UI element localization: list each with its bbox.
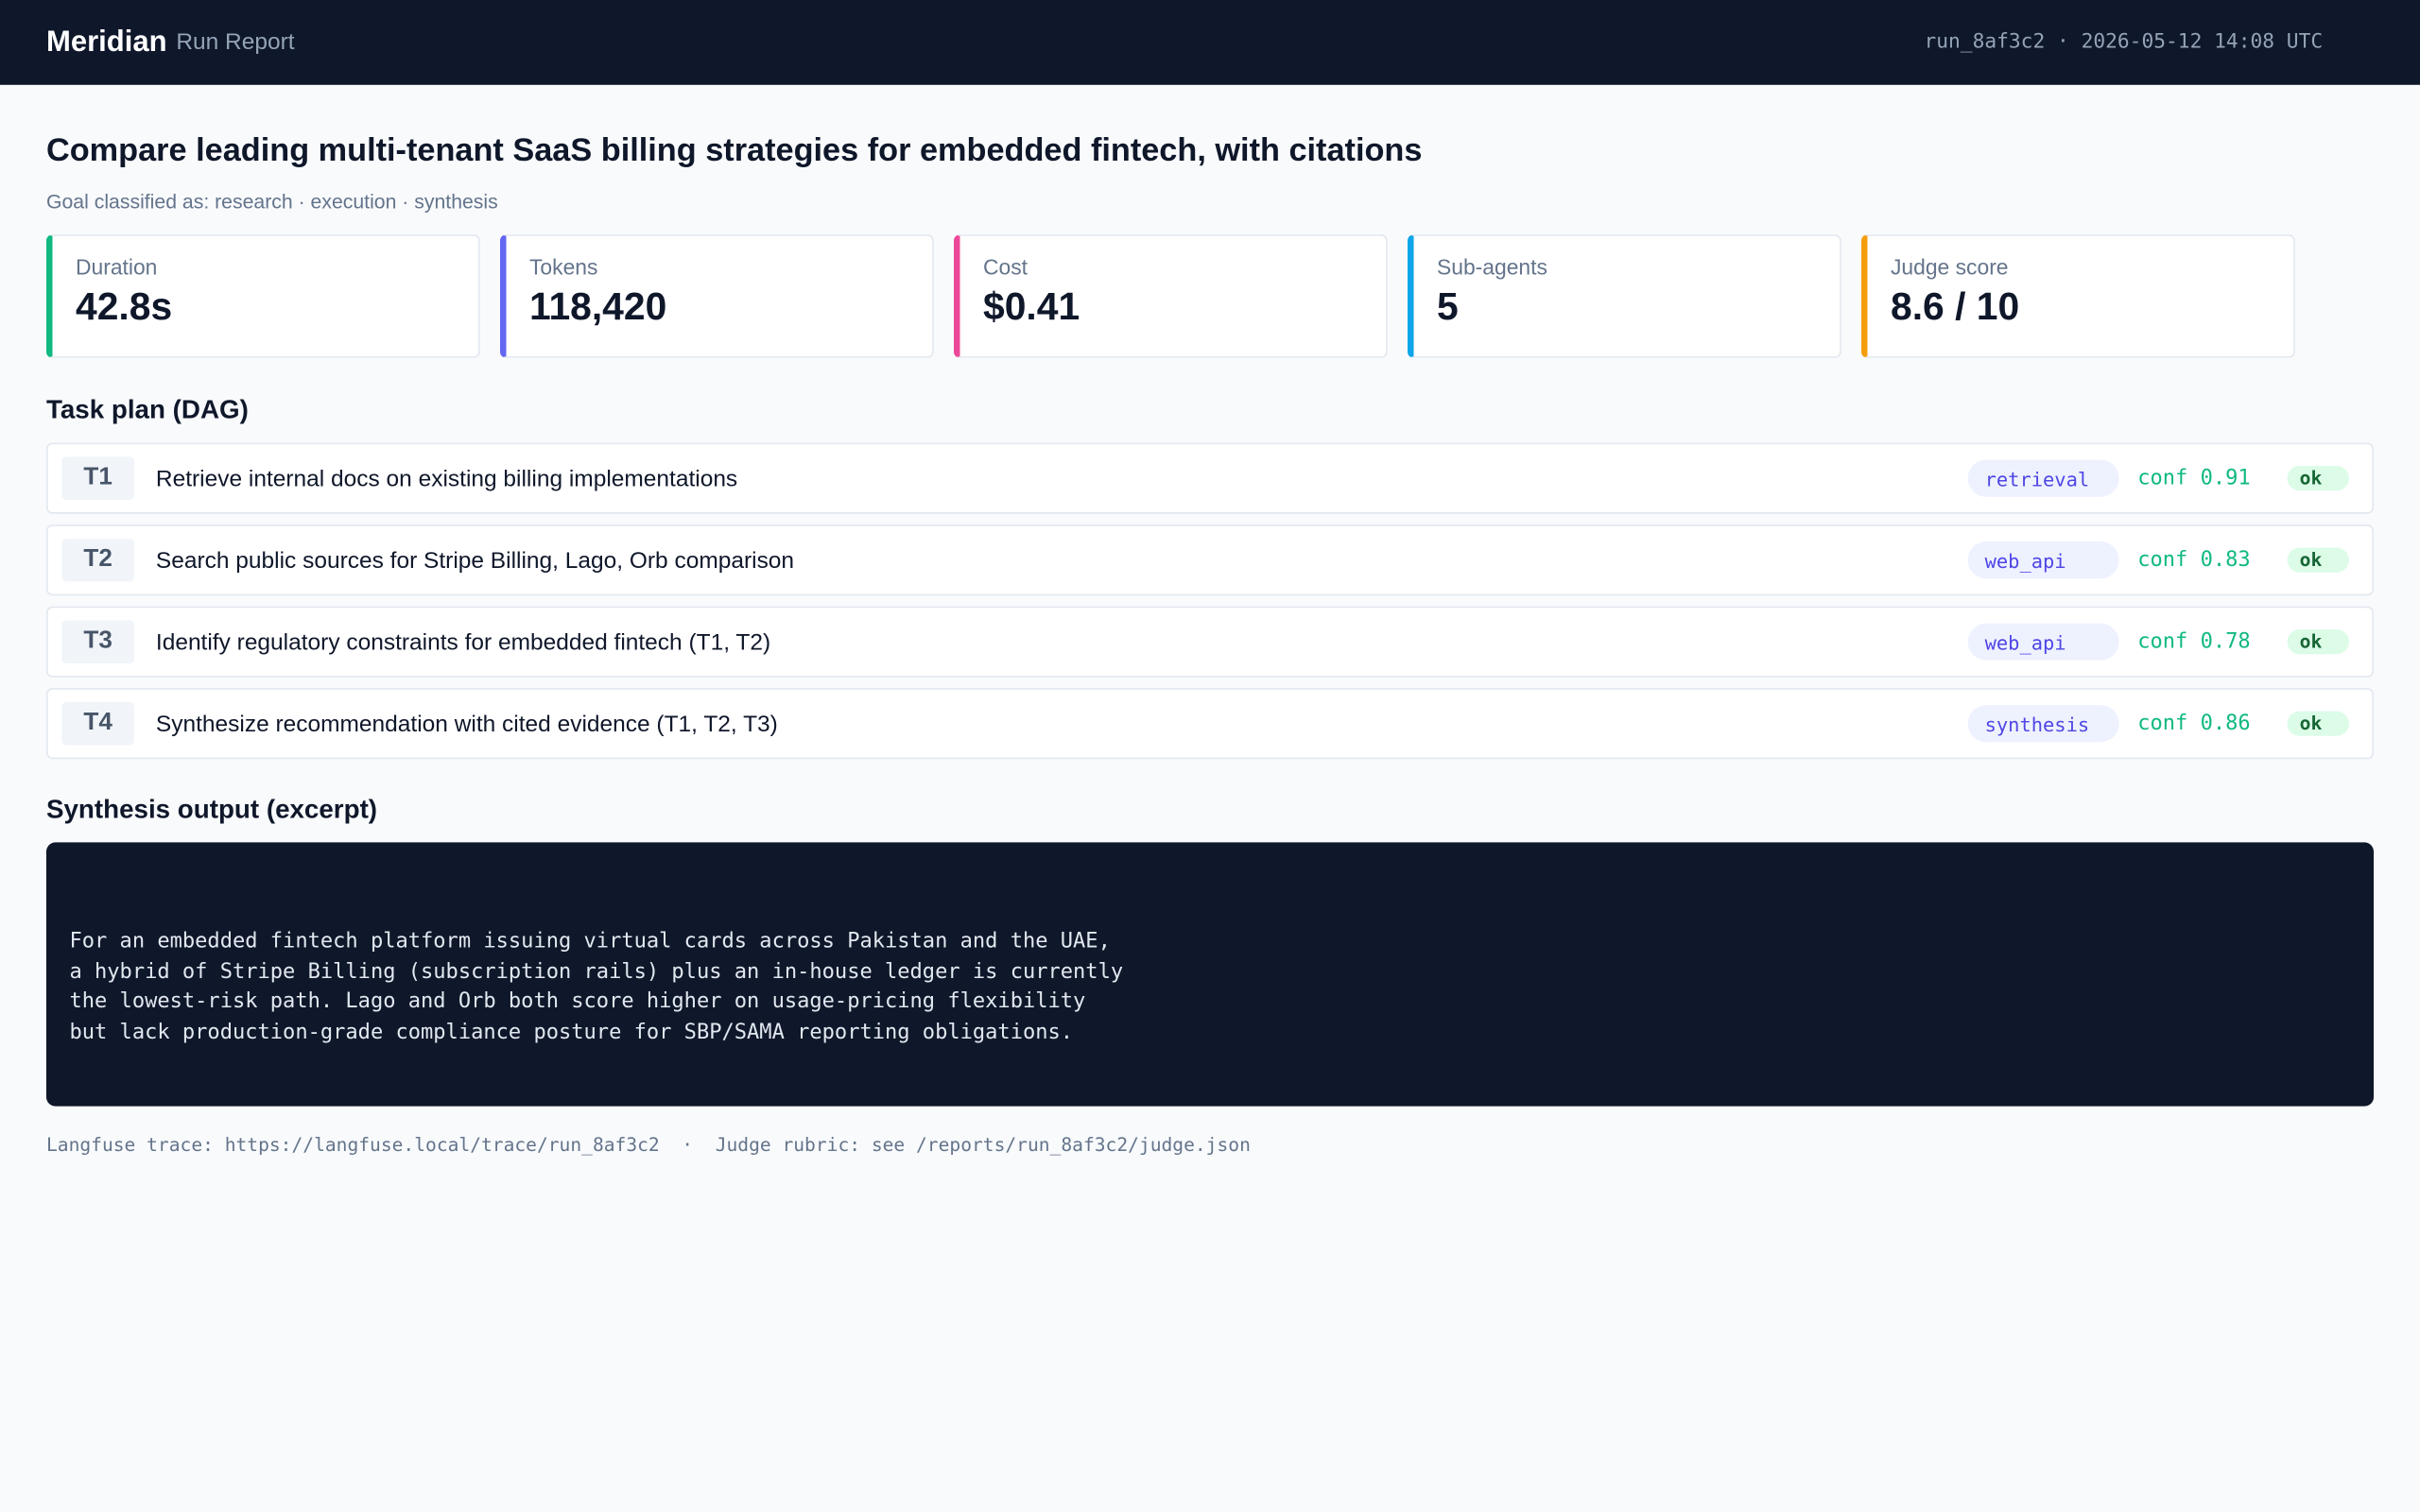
metric-label: Sub-agents	[1436, 254, 1547, 280]
page-subtitle: Run Report	[176, 29, 295, 56]
output-line: a hybrid of Stripe Billing (subscription…	[69, 959, 1124, 985]
tool-pill: retrieval	[1967, 459, 2119, 497]
task-row: T2 Search public sources for Stripe Billi…	[45, 524, 2375, 596]
tool-pill: web_api	[1967, 541, 2119, 579]
metric-value: 8.6 / 10	[1890, 285, 2020, 329]
goal-classification: Goal classified as: research · execution…	[45, 189, 498, 214]
status-badge: ok	[2287, 711, 2349, 736]
run-meta: run_8af3c2 · 2026-05-12 14:08 UTC	[1924, 30, 2324, 55]
metric-card: Duration 42.8s	[45, 234, 480, 358]
output-line: the lowest-risk path. Lago and Orb both …	[69, 989, 1086, 1015]
metric-label: Tokens	[528, 254, 598, 280]
task-text: Synthesize recommendation with cited evi…	[155, 710, 778, 737]
task-id: T4	[61, 701, 135, 746]
metric-card: Judge score 8.6 / 10	[1860, 234, 2295, 358]
confidence: conf 0.78	[2137, 629, 2251, 655]
metric-cards: Duration 42.8s Tokens 118,420 Cost $0.41 Sub-a…	[45, 234, 2374, 358]
brand: Meridian	[45, 25, 167, 59]
synthesis-body: For an embedded fintech platform issuing…	[69, 928, 2350, 1049]
output-line: For an embedded fintech platform issuing…	[69, 929, 1111, 954]
task-row: T1 Retrieve internal docs on existing bil…	[45, 442, 2375, 514]
task-row: T3 Identify regulatory constraints for em…	[45, 606, 2375, 678]
footer: Langfuse trace: https://langfuse.local/t…	[45, 1133, 1251, 1156]
status-badge: ok	[2287, 466, 2349, 491]
synthesis-output: For an embedded fintech platform issuing…	[45, 842, 2375, 1107]
task-text: Identify regulatory constraints for embe…	[155, 628, 771, 656]
task-id: T2	[61, 538, 135, 582]
metric-value: $0.41	[982, 285, 1080, 329]
content: Compare leading multi-tenant SaaS billin…	[0, 132, 2420, 1156]
section-heading: Synthesis output (excerpt)	[45, 794, 378, 824]
metric-value: 5	[1436, 285, 1459, 329]
confidence: conf 0.83	[2137, 547, 2251, 573]
metric-value: 118,420	[528, 285, 667, 329]
status-badge: ok	[2287, 547, 2349, 573]
metric-label: Cost	[982, 254, 1028, 280]
metric-label: Duration	[75, 254, 158, 280]
confidence: conf 0.86	[2137, 711, 2251, 736]
goal-title: Compare leading multi-tenant SaaS billin…	[45, 132, 1423, 168]
task-row: T4 Synthesize recommendation with cited e…	[45, 688, 2375, 760]
confidence: conf 0.91	[2137, 466, 2251, 491]
top-bar: Meridian Run Report run_8af3c2 · 2026-05…	[0, 0, 2420, 85]
status-badge: ok	[2287, 629, 2349, 655]
tool-pill: synthesis	[1967, 705, 2119, 743]
section-heading: Task plan (DAG)	[45, 394, 249, 424]
metric-value: 42.8s	[75, 285, 173, 329]
metric-card: Tokens 118,420	[499, 234, 934, 358]
metric-label: Judge score	[1890, 254, 2009, 280]
metric-card: Sub-agents 5	[1407, 234, 1841, 358]
tool-pill: web_api	[1967, 623, 2119, 661]
task-id: T3	[61, 620, 135, 664]
task-text: Search public sources for Stripe Billing…	[155, 546, 795, 574]
task-text: Retrieve internal docs on existing billi…	[155, 465, 738, 491]
metric-card: Cost $0.41	[953, 234, 1388, 358]
task-list: T1 Retrieve internal docs on existing bil…	[45, 442, 2375, 760]
task-id: T1	[61, 456, 135, 500]
output-line: but lack production-grade compliance pos…	[69, 1020, 1074, 1045]
